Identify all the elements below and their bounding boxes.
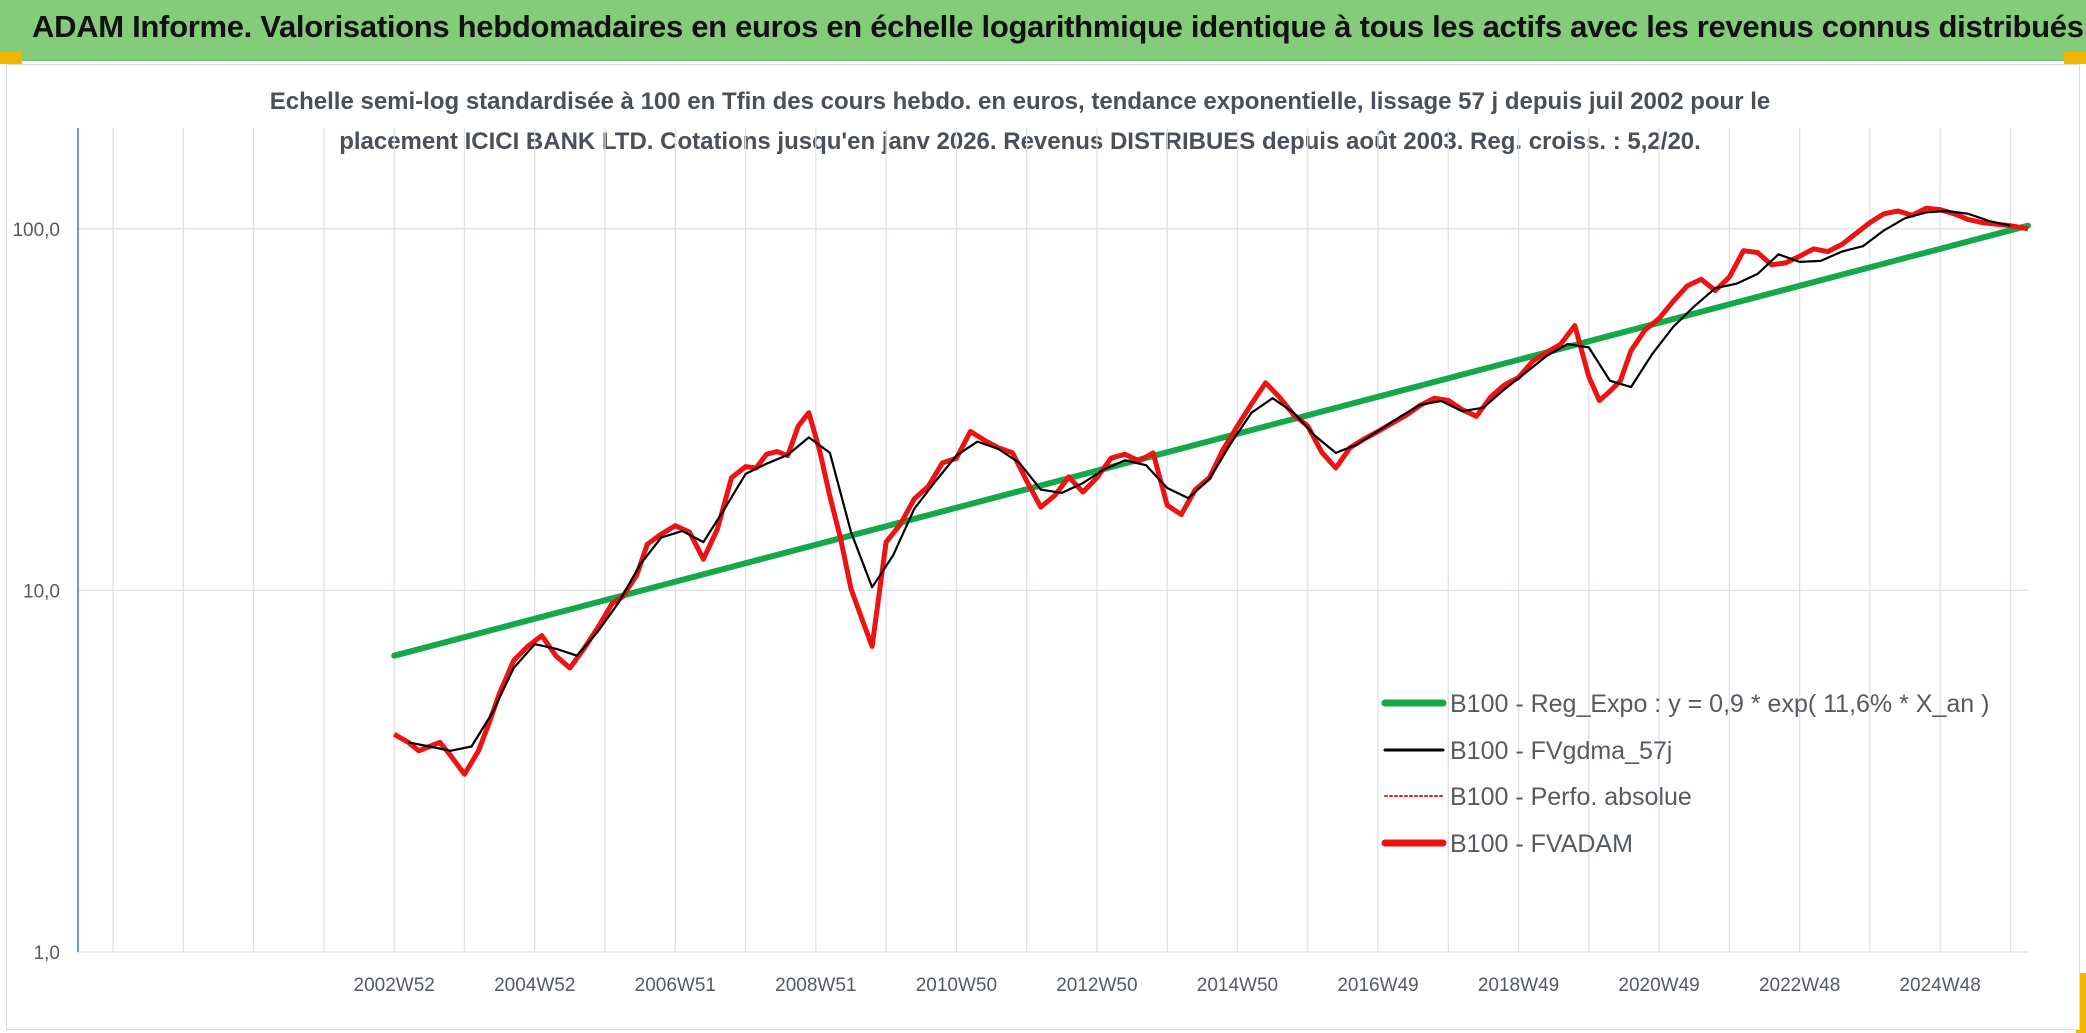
header-banner: ADAM Informe. Valorisations hebdomadaire… — [0, 0, 2086, 61]
corner-marker-right — [2064, 52, 2086, 64]
chart-title-line1: Echelle semi-log standardisée à 100 en T… — [269, 88, 1771, 115]
x-tick-label: 2024W48 — [1899, 975, 1980, 996]
grid-layer — [78, 128, 2028, 953]
legend-label-fvadam: B100 - FVADAM — [1450, 830, 1633, 858]
corner-marker-bottom-right — [2076, 973, 2086, 1033]
x-tick-label: 2006W51 — [635, 975, 716, 996]
x-tick-label: 2002W52 — [354, 975, 435, 996]
x-tick-label: 2010W50 — [916, 975, 997, 996]
x-tick-label: 2014W50 — [1197, 975, 1278, 996]
x-tick-label: 2012W50 — [1056, 975, 1137, 996]
y-tick-label: 100,0 — [12, 220, 60, 241]
x-tick-label: 2008W51 — [775, 975, 856, 996]
legend-label-perf: B100 - Perfo. absolue — [1450, 783, 1692, 811]
x-tick-label: 2004W52 — [494, 975, 575, 996]
corner-marker-left — [0, 52, 22, 64]
y-tick-label: 1,0 — [34, 943, 60, 964]
chart-title-line2: placement ICICI BANK LTD. Cotations jusq… — [339, 128, 1701, 155]
x-tick-label: 2020W49 — [1618, 975, 1699, 996]
series-fvgdma-57j-line — [408, 209, 2011, 752]
series-reg-expo-line — [391, 222, 2031, 659]
series-perfo-absolue-line — [393, 207, 2029, 776]
y-tick-label: 10,0 — [23, 581, 60, 602]
axis-layer: 1,0 10,0 100,0 2002W52 2004W52 2006W51 2008W51… — [12, 128, 1981, 996]
x-tick-label: 2018W49 — [1478, 975, 1559, 996]
x-tick-label: 2016W49 — [1337, 975, 1418, 996]
legend: B100 - Reg_Expo : y = 0,9 * exp( 11,6% *… — [1381, 690, 1989, 858]
series-layer — [391, 205, 2031, 777]
legend-label-reg: B100 - Reg_Expo : y = 0,9 * exp( 11,6% *… — [1450, 690, 1989, 718]
header-title: ADAM Informe. Valorisations hebdomadaire… — [32, 9, 2084, 44]
plot-frame — [6, 64, 2080, 1030]
legend-label-smooth: B100 - FVgdma_57j — [1450, 737, 1672, 765]
x-tick-label: 2022W48 — [1759, 975, 1840, 996]
